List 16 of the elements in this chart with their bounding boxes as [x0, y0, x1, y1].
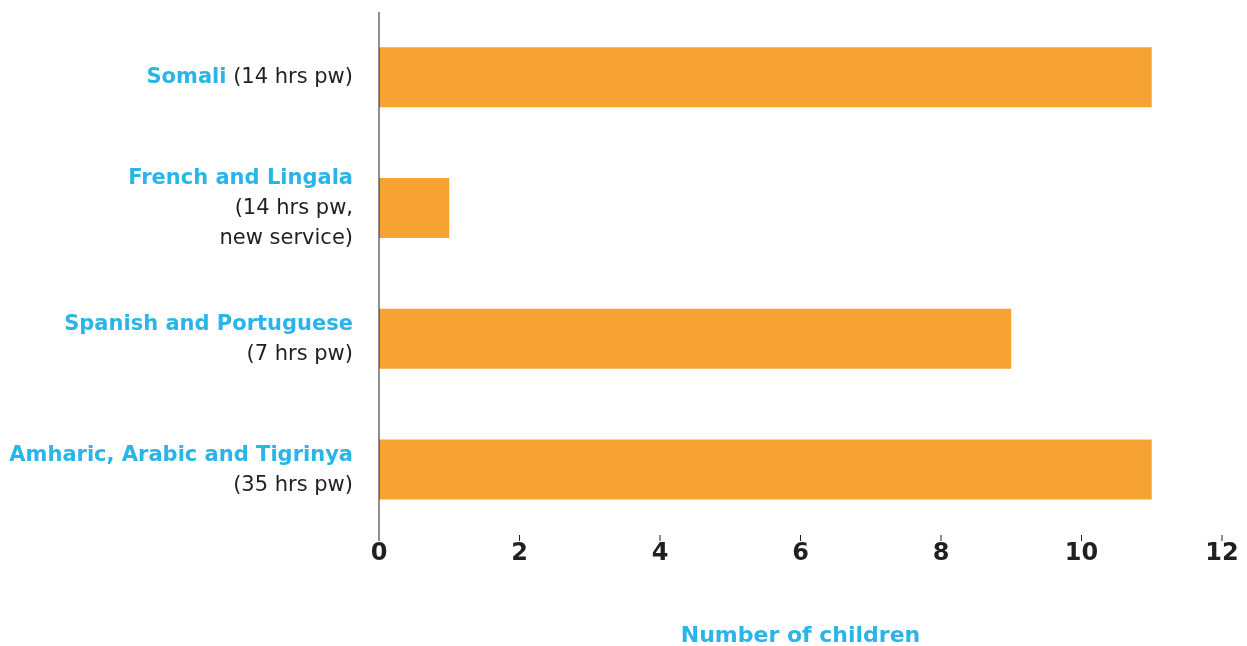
bar: [379, 308, 1012, 369]
y-tick-label: French and Lingala (14 hrs pw, new service): [128, 165, 353, 250]
bar: [379, 439, 1152, 500]
x-tick-label: 10: [1064, 538, 1099, 567]
bar: [379, 178, 450, 239]
y-tick-label: Amharic, Arabic and Tigrinya (35 hrs pw): [9, 441, 353, 496]
x-axis-title: Number of children: [680, 622, 921, 646]
bar: [379, 47, 1152, 108]
y-tick-label: Somali (14 hrs pw): [146, 64, 353, 89]
y-tick-label: Spanish and Portuguese (7 hrs pw): [64, 310, 353, 365]
x-tick-label: 8: [932, 538, 950, 567]
x-tick-label: 6: [792, 538, 809, 567]
x-tick-label: 12: [1205, 538, 1239, 567]
x-tick-label: 0: [370, 538, 388, 567]
x-tick-label: 4: [651, 538, 669, 567]
x-tick-label: 2: [511, 538, 528, 567]
